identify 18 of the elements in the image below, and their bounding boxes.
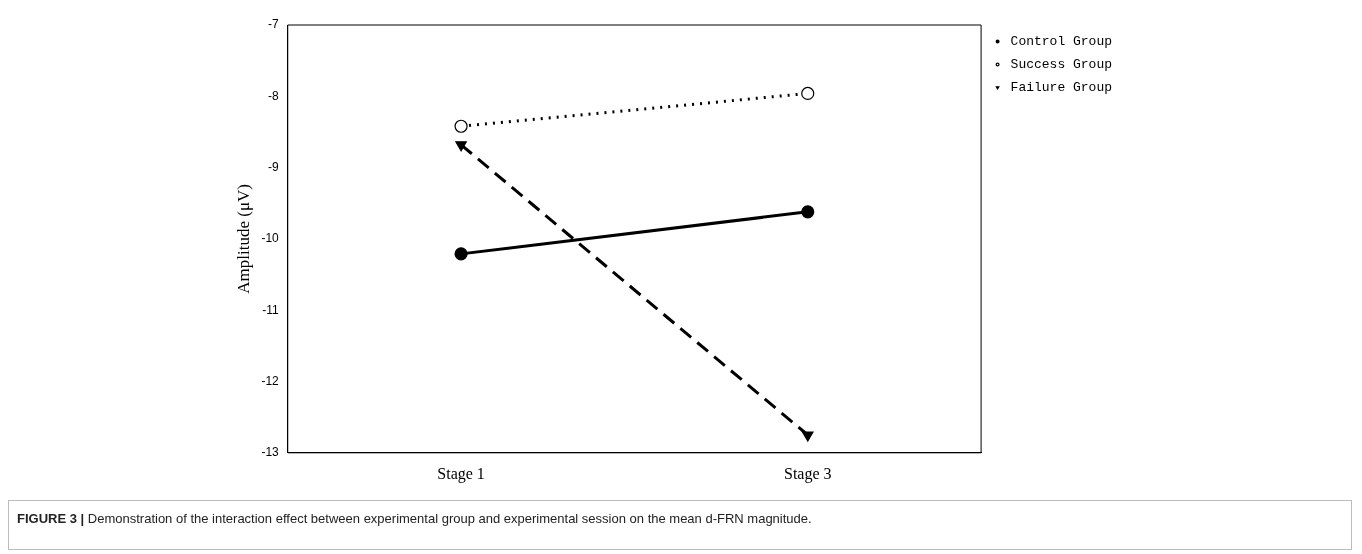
y-axis-title: Amplitude (μV) [233, 184, 253, 294]
y-tick-label: -10 [261, 231, 280, 246]
legend-label: Success Group [1010, 56, 1113, 72]
y-tick-label: -12 [261, 373, 280, 388]
y-tick-label: -9 [268, 159, 280, 174]
y-tick-label: -13 [261, 445, 280, 460]
caption: FIGURE 3 | Demonstration of the interaction effect between experimental group and experimental session on the mean d-FRN magnitude. [8, 500, 1352, 550]
point [801, 205, 815, 219]
legend-label: Control Group [1010, 33, 1113, 49]
point [454, 247, 468, 261]
x-tick-label: Stage 1 [437, 464, 485, 483]
y-tick-label: -7 [268, 17, 280, 32]
point [454, 119, 468, 133]
y-tick-label: -8 [268, 88, 280, 103]
y-tick-label: -11 [262, 302, 280, 317]
point [801, 86, 815, 101]
x-tick-label: Stage 3 [783, 464, 832, 483]
legend-label: Failure Group [1010, 79, 1113, 95]
